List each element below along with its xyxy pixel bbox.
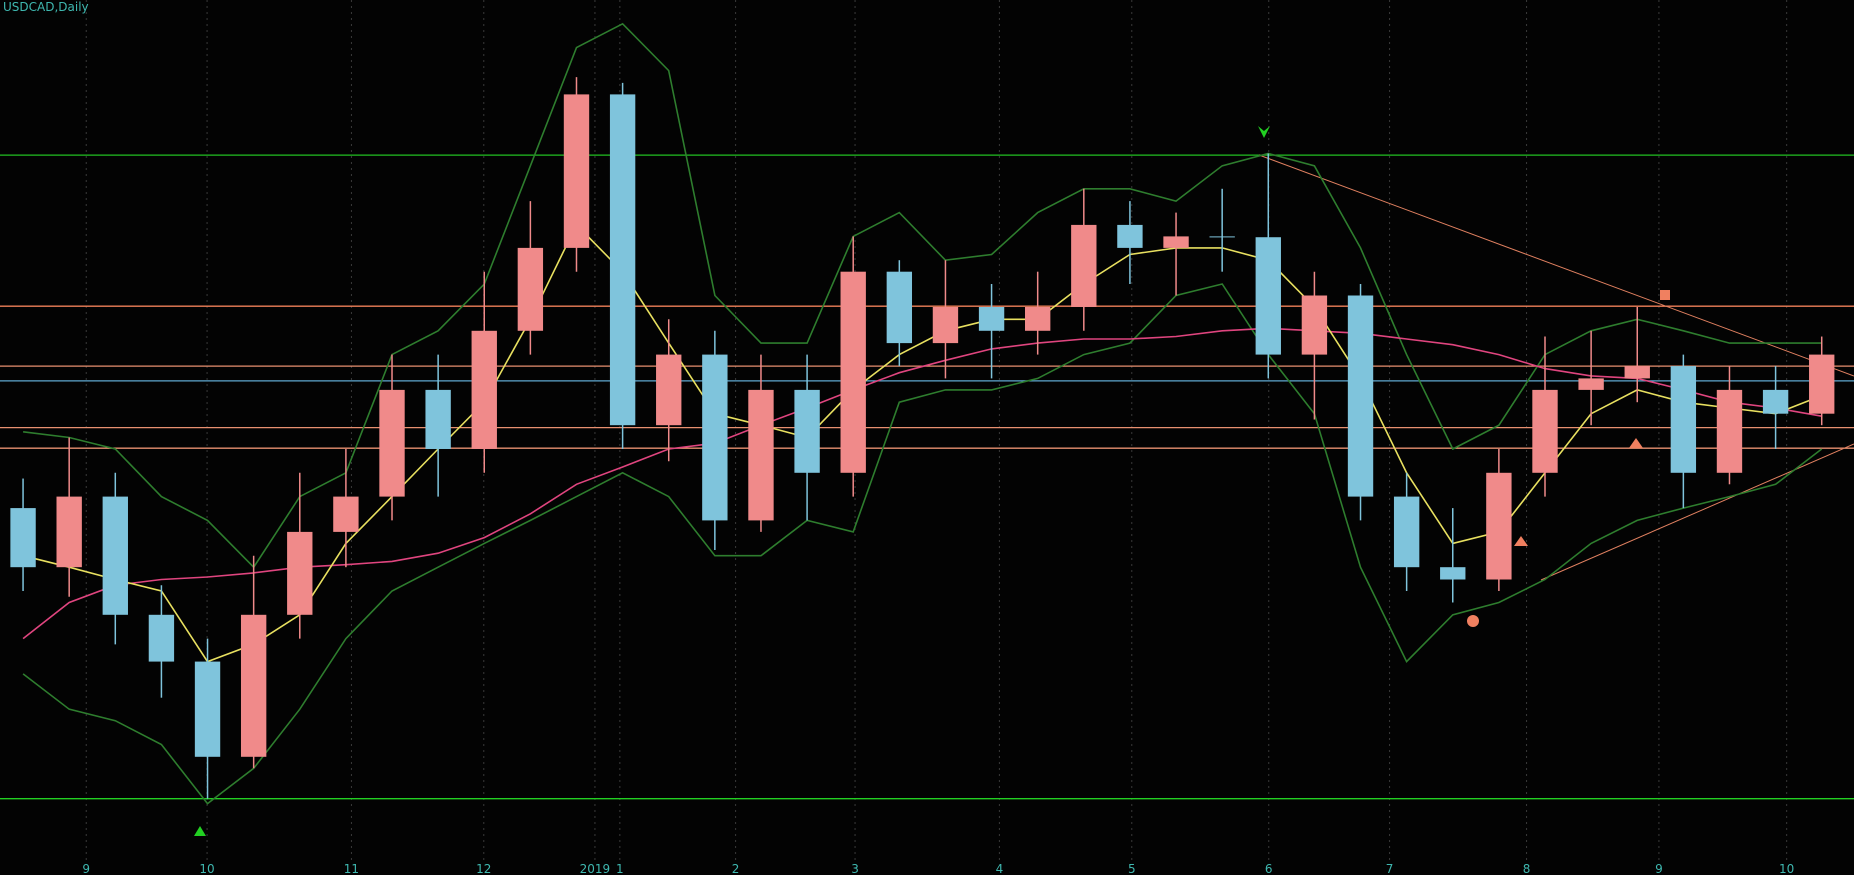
- chart-title: USDCAD,Daily: [3, 0, 89, 14]
- x-tick-label: 3: [851, 862, 859, 875]
- candle-body: [748, 389, 774, 521]
- x-tick-label: 1: [616, 862, 624, 875]
- x-tick-label: 11: [344, 862, 359, 875]
- candle-body: [1762, 389, 1789, 414]
- x-tick-label: 4: [996, 862, 1004, 875]
- indicator-line: [23, 22, 1822, 569]
- candle-body: [102, 496, 128, 615]
- candle-body: [1347, 295, 1374, 497]
- candle-body: [1486, 472, 1512, 580]
- candle-body: [702, 354, 728, 521]
- candle-body: [794, 389, 820, 473]
- candle-body: [1716, 389, 1743, 473]
- x-tick-label: 2019: [580, 862, 611, 875]
- candle-body: [609, 94, 636, 426]
- signal-square: [1660, 290, 1670, 300]
- candle-body: [240, 614, 267, 757]
- indicator-line: [22, 327, 1822, 640]
- candle-body: [471, 330, 497, 449]
- candle-body: [840, 271, 866, 473]
- indicator-line: [22, 283, 1823, 805]
- candle-body: [1578, 378, 1604, 390]
- signal-dot: [1467, 615, 1479, 627]
- candle-body: [1117, 224, 1143, 248]
- candle-body: [1071, 224, 1097, 307]
- x-tick-label: 8: [1523, 862, 1531, 875]
- x-tick-label: 9: [82, 862, 90, 875]
- x-tick-label: 5: [1128, 862, 1136, 875]
- x-tick-label: 7: [1386, 862, 1394, 875]
- candle-body: [56, 496, 82, 568]
- signals: [194, 126, 1670, 836]
- grid: [85, 0, 1788, 861]
- signal-arrow: [194, 826, 206, 836]
- candle-body: [1209, 236, 1235, 238]
- candle-body: [932, 306, 959, 344]
- candle-body: [1809, 354, 1835, 414]
- candle-body: [517, 247, 544, 331]
- candle-body: [425, 389, 451, 449]
- candle-body: [10, 508, 36, 568]
- x-tick-label: 12: [476, 862, 491, 875]
- candle-body: [1440, 567, 1466, 580]
- candle-body: [379, 389, 405, 497]
- candle-body: [656, 354, 682, 426]
- candle-body: [1163, 236, 1189, 248]
- trendline: [1258, 154, 1854, 377]
- signal-arrow: [1514, 536, 1528, 546]
- candle-body: [563, 94, 590, 248]
- x-tick-label: 10: [199, 862, 214, 875]
- trendline: [1540, 443, 1854, 581]
- candle-body: [1532, 389, 1558, 473]
- candle-body: [1025, 306, 1051, 331]
- candle-body: [1393, 496, 1420, 568]
- candle-body: [1301, 295, 1328, 355]
- candle-body: [148, 614, 175, 662]
- x-tick-label: 10: [1779, 862, 1794, 875]
- x-tick-label: 6: [1265, 862, 1273, 875]
- candle-body: [333, 496, 359, 532]
- candle-body: [1670, 366, 1697, 473]
- candle-body: [1624, 366, 1650, 379]
- candle-body: [978, 306, 1005, 331]
- indicator-lines: [22, 22, 1823, 805]
- signal-arrow: [1629, 438, 1643, 448]
- candle-body: [194, 661, 221, 757]
- indicator-line: [22, 223, 1822, 663]
- candle-body: [287, 531, 313, 615]
- signal-arrow: [1258, 126, 1270, 138]
- levels: [0, 154, 1854, 800]
- candle-body: [886, 271, 913, 344]
- x-axis: 9 10 11 12 2019 1 2 3 4 5 6 7 8 9 10: [82, 862, 1794, 875]
- x-tick-label: 9: [1655, 862, 1663, 875]
- x-tick-label: 2: [732, 862, 740, 875]
- trendlines: [1258, 154, 1854, 581]
- candle-body: [1255, 237, 1281, 355]
- candles: [10, 77, 1835, 799]
